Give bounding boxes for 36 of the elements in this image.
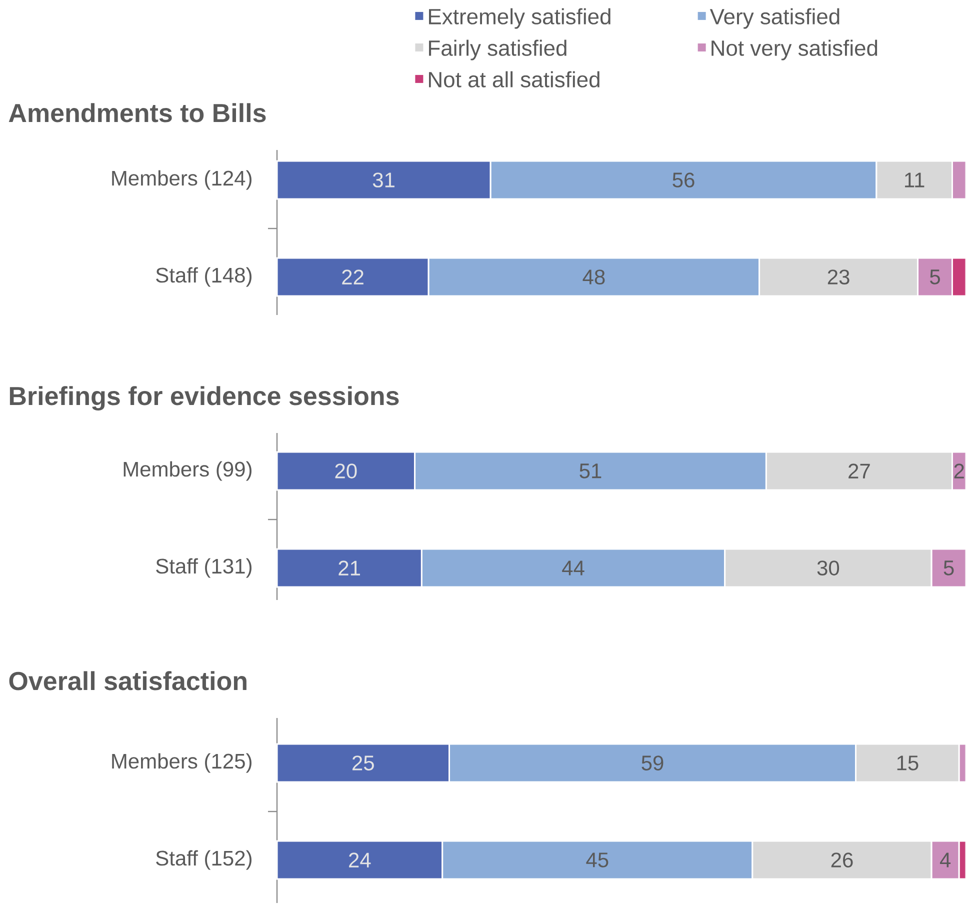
data-label: 21 xyxy=(338,560,360,576)
y-tick-label: Staff (152) xyxy=(156,850,252,870)
data-label: 26 xyxy=(831,852,853,868)
legend-label: Extremely satisfied xyxy=(429,8,610,29)
chart-title: Overall satisfaction xyxy=(9,671,246,690)
data-label: 5 xyxy=(944,560,954,576)
chart-title: Briefings for evidence sessions xyxy=(10,386,399,411)
chart-title: Amendments to Bills xyxy=(8,103,266,122)
data-label: 4 xyxy=(940,852,951,868)
legend-label: Not very satisfied xyxy=(712,40,878,60)
data-label: 5 xyxy=(930,270,940,284)
y-tick-label: Members (124) xyxy=(112,170,252,190)
data-label: 24 xyxy=(349,852,371,868)
legend-label: Fairly satisfied xyxy=(429,40,566,60)
data-label: 23 xyxy=(828,270,850,284)
legend-label: Not at all satisfied xyxy=(429,71,600,88)
data-label: 20 xyxy=(335,464,357,478)
data-label: 31 xyxy=(372,172,394,188)
data-label: 59 xyxy=(642,756,664,770)
y-tick-label: Members (99) xyxy=(124,461,252,481)
data-label: 15 xyxy=(897,756,918,770)
data-label: 2 xyxy=(954,464,964,478)
data-label: 45 xyxy=(586,852,608,868)
y-tick-label: Staff (131) xyxy=(156,558,252,578)
data-label: 25 xyxy=(352,756,374,770)
data-label: 27 xyxy=(848,464,870,478)
y-tick-label: Members (125) xyxy=(112,753,252,773)
data-label: 56 xyxy=(672,172,694,188)
legend-label: Very satisfied xyxy=(710,8,840,29)
data-label: 48 xyxy=(582,270,605,284)
data-label: 11 xyxy=(905,172,924,188)
data-label: 51 xyxy=(580,464,602,478)
data-label: 30 xyxy=(817,560,840,576)
data-label: 44 xyxy=(562,560,584,576)
y-tick-label: Staff (148) xyxy=(156,267,252,287)
data-label: 22 xyxy=(342,270,364,284)
